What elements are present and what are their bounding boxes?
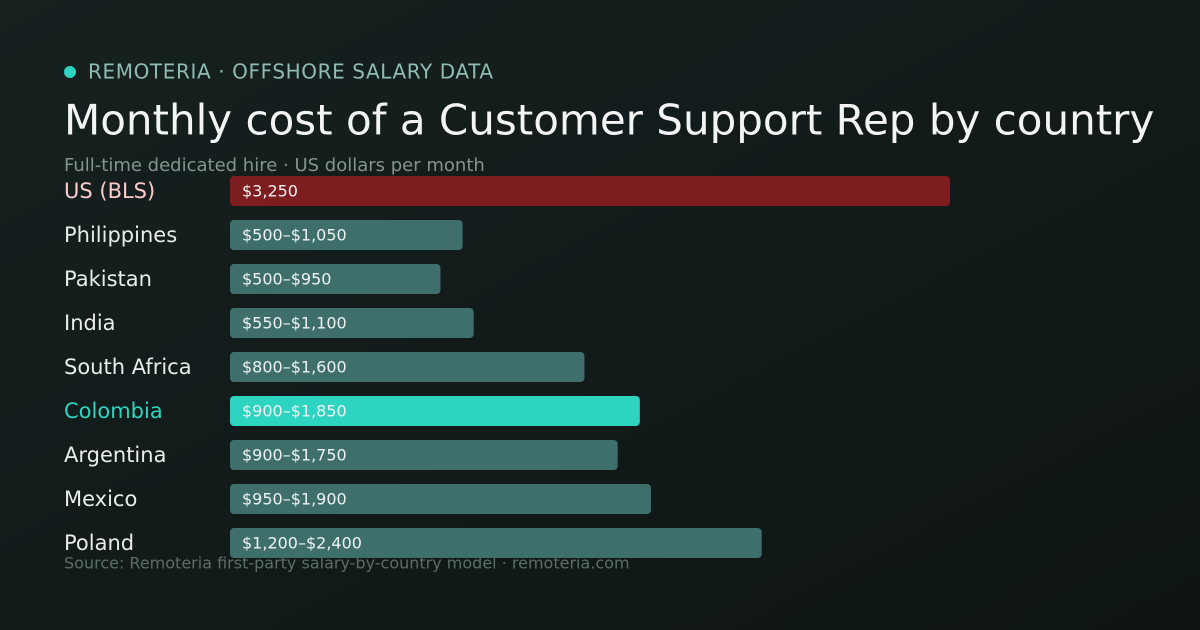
bar [230, 264, 441, 294]
category-label: India [64, 311, 116, 335]
bar [230, 484, 651, 514]
bar [230, 352, 585, 382]
value-label: $550–$1,100 [242, 314, 347, 333]
value-label: $950–$1,900 [242, 490, 347, 509]
eyebrow: REMOTERIA · OFFSHORE SALARY DATA [88, 60, 494, 84]
value-label: $500–$1,050 [242, 226, 347, 245]
category-label: South Africa [64, 355, 192, 379]
category-label: Argentina [64, 443, 166, 467]
category-label: US (BLS) [64, 179, 155, 203]
chart-title: Monthly cost of a Customer Support Rep b… [64, 96, 1154, 145]
brand-dot [64, 66, 76, 78]
bar [230, 308, 474, 338]
bar [230, 528, 762, 558]
category-label: Colombia [64, 399, 163, 423]
value-label: $1,200–$2,400 [242, 534, 362, 553]
value-label: $500–$950 [242, 270, 331, 289]
category-label: Philippines [64, 223, 177, 247]
category-label: Pakistan [64, 267, 152, 291]
bar [230, 176, 950, 206]
value-label: $800–$1,600 [242, 358, 347, 377]
bar [230, 396, 640, 426]
category-label: Poland [64, 531, 134, 555]
source: Source: Remoteria first-party salary-by-… [64, 554, 630, 573]
value-label: $900–$1,750 [242, 446, 347, 465]
value-label: $3,250 [242, 182, 298, 201]
category-label: Mexico [64, 487, 137, 511]
bar [230, 220, 463, 250]
value-label: $900–$1,850 [242, 402, 347, 421]
chart-subtitle: Full-time dedicated hire · US dollars pe… [64, 155, 485, 176]
bar [230, 440, 618, 470]
